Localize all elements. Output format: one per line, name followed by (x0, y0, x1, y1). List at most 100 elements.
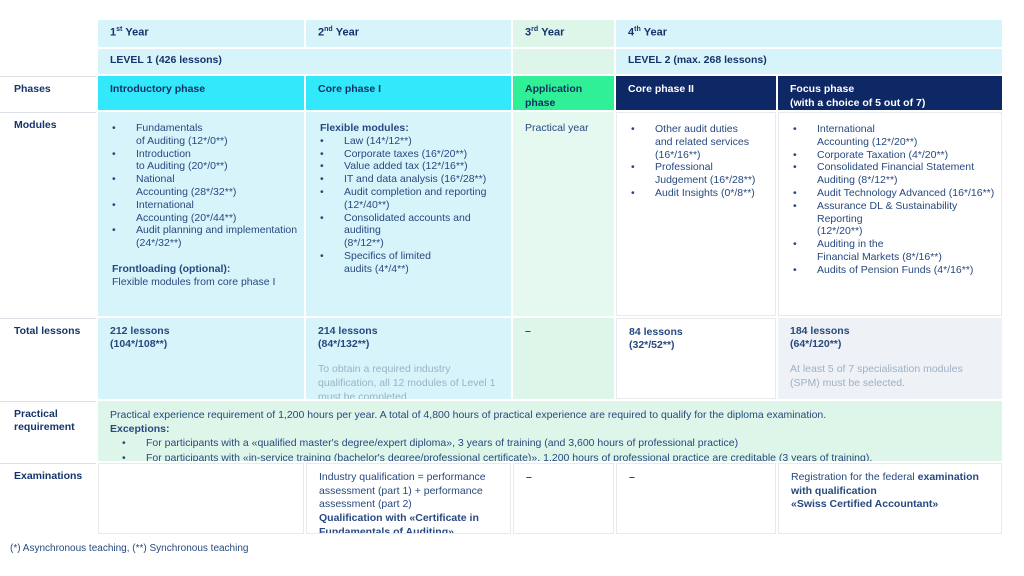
lesson-count: 212 lessons (110, 325, 170, 337)
bullet-icon: • (122, 437, 126, 450)
bullet-icon: • (320, 134, 324, 147)
level2-band: LEVEL 2 (max. 268 lessons) (616, 49, 1002, 74)
frontloading-text: Flexible modules from core phase I (112, 275, 276, 288)
row-label-practical: Practical requirement (0, 401, 96, 461)
level-row-empty-label (0, 49, 96, 74)
lesson-split: (32*/52**) (629, 339, 675, 352)
total-lessons-year3: – (513, 318, 614, 399)
certificate-qualification-text: Qualification with «Certificate in Funda… (319, 511, 479, 534)
teaching-footnote: (*) Asynchronous teaching, (**) Synchron… (10, 543, 249, 554)
module-item: • Introduction to Auditing (20*/0**) (112, 147, 228, 173)
practical-line1: Practical experience requirement of 1,20… (110, 409, 827, 421)
module-item: • Consolidated Financial Statement Auditi… (793, 161, 975, 187)
module-item: • Assurance DL & Sustainability Reporting… (793, 199, 958, 238)
module-item: • Audit completion and reporting (12*/40*… (320, 185, 487, 211)
federal-exam-qualification-text: examination with qualification «Swiss Ce… (791, 471, 979, 511)
module-item: • Professional Judgement (16*/28**) (631, 161, 756, 187)
module-item: • Value added tax (12*/16**) (320, 160, 468, 173)
year-header-2: 2nd Year (306, 20, 511, 47)
total-lessons-core2: 84 lessons (32*/52**) (616, 318, 776, 399)
examinations-core2: – (616, 463, 776, 534)
bullet-icon: • (320, 147, 324, 160)
module-item: • Other audit duties and related services… (631, 123, 749, 161)
module-item: • IT and data analysis (16*/28**) (320, 173, 487, 186)
modules-year1: • Fundamentals of Auditing (12*/0**) • Int… (98, 112, 304, 316)
frontloading-block: Frontloading (optional): Flexible module… (98, 263, 298, 289)
examinations-year1-empty (98, 463, 304, 534)
examinations-focus: Registration for the federal examination… (778, 463, 1002, 534)
bullet-icon: • (793, 199, 797, 212)
year-header-1: 1st Year (98, 20, 304, 47)
federal-exam-registration-text: Registration for the federal (791, 471, 918, 483)
bullet-icon: • (793, 238, 797, 251)
bullet-icon: • (112, 198, 116, 211)
curriculum-grid: 1st Year 2nd Year 3rd Year 4th Year LEVE… (0, 20, 1002, 534)
bullet-icon: • (793, 186, 797, 199)
exceptions-label: Exceptions: (110, 423, 170, 436)
modules-year3: Practical year (513, 112, 614, 316)
module-item: • Fundamentals of Auditing (12*/0**) (112, 122, 228, 147)
level-row-year3-empty (513, 49, 614, 74)
year-header-4: 4th Year (616, 20, 1002, 47)
industry-qualification-text: Industry qualification = performance ass… (319, 471, 486, 511)
bullet-icon: • (631, 161, 635, 174)
module-item: • Audit Technology Advanced (16*/16**) (793, 186, 995, 199)
modules-year2: Flexible modules: • Law (14*/12**) • Corpo… (306, 112, 511, 316)
lesson-split: (104*/108**) (110, 338, 168, 351)
examinations-year3: – (513, 463, 614, 534)
bullet-icon: • (112, 173, 116, 186)
lesson-count: 214 lessons (318, 325, 378, 337)
row-label-modules: Modules (0, 112, 96, 316)
practical-requirement-cell: Practical experience requirement of 1,20… (98, 401, 1002, 461)
module-item: • Specifics of limited audits (4*/4**) (320, 249, 431, 275)
bullet-icon: • (112, 122, 116, 134)
bullet-icon: • (320, 185, 324, 198)
modules-focus: • International Accounting (12*/20**) • Co… (778, 112, 1002, 316)
corner-empty (0, 20, 96, 47)
bullet-icon: • (793, 123, 797, 135)
practical-year-text: Practical year (525, 122, 589, 134)
bullet-icon: • (793, 148, 797, 161)
exception-item: • For participants with «in-service train… (110, 451, 992, 461)
year-header-3: 3rd Year (513, 20, 614, 47)
module-item: • Corporate Taxation (4*/20**) (793, 148, 949, 161)
row-label-examinations: Examinations (0, 463, 96, 534)
examinations-year2: Industry qualification = performance ass… (306, 463, 511, 534)
module-item: • Auditing in the Financial Markets (8*/1… (793, 238, 942, 263)
bullet-icon: • (320, 211, 324, 224)
modules-core2: • Other audit duties and related services… (616, 112, 776, 316)
bullet-icon: • (631, 186, 635, 199)
total-lessons-year1: 212 lessons (104*/108**) (98, 318, 304, 399)
flexible-modules-title: Flexible modules: (320, 122, 409, 134)
module-item: • Corporate taxes (16*/20**) (320, 147, 468, 160)
phase-focus: Focus phase (with a choice of 5 out of 7… (778, 76, 1002, 110)
lesson-split: (84*/132**) (318, 338, 370, 351)
module-item: • Audit planning and implementation (24*/… (112, 224, 298, 250)
industry-qualification-note: To obtain a required industry qualificat… (318, 363, 496, 399)
module-item: • Audits of Pension Funds (4*/16**) (793, 263, 974, 276)
bullet-icon: • (793, 263, 797, 276)
row-label-total-lessons: Total lessons (0, 318, 96, 399)
spm-selection-note: At least 5 of 7 specialisation modules (… (790, 363, 963, 389)
total-lessons-focus: 184 lessons (64*/120**) At least 5 of 7 … (778, 318, 1002, 399)
bullet-icon: • (122, 451, 126, 461)
level1-band: LEVEL 1 (426 lessons) (98, 49, 511, 74)
bullet-icon: • (320, 160, 324, 173)
module-item: • International Accounting (20*/44**) (112, 198, 237, 224)
bullet-icon: • (320, 173, 324, 186)
module-item: • Consolidated accounts and auditing (8*/… (320, 211, 471, 250)
lesson-split: (64*/120**) (790, 338, 842, 351)
bullet-icon: • (112, 224, 116, 237)
module-item: • Law (14*/12**) (320, 134, 412, 147)
module-item: • National Accounting (28*/32**) (112, 173, 237, 198)
total-lessons-year2: 214 lessons (84*/132**) To obtain a requ… (306, 318, 511, 399)
module-item: • Audit Insights (0*/8**) (631, 186, 755, 199)
exception-item: • For participants with a «qualified mast… (122, 437, 739, 450)
frontloading-title: Frontloading (optional): (112, 262, 231, 275)
bullet-icon: • (320, 249, 324, 262)
bullet-icon: • (631, 123, 635, 135)
module-item: • International Accounting (12*/20**) (793, 123, 918, 148)
lesson-count: 184 lessons (790, 325, 850, 337)
bullet-icon: • (112, 147, 116, 160)
